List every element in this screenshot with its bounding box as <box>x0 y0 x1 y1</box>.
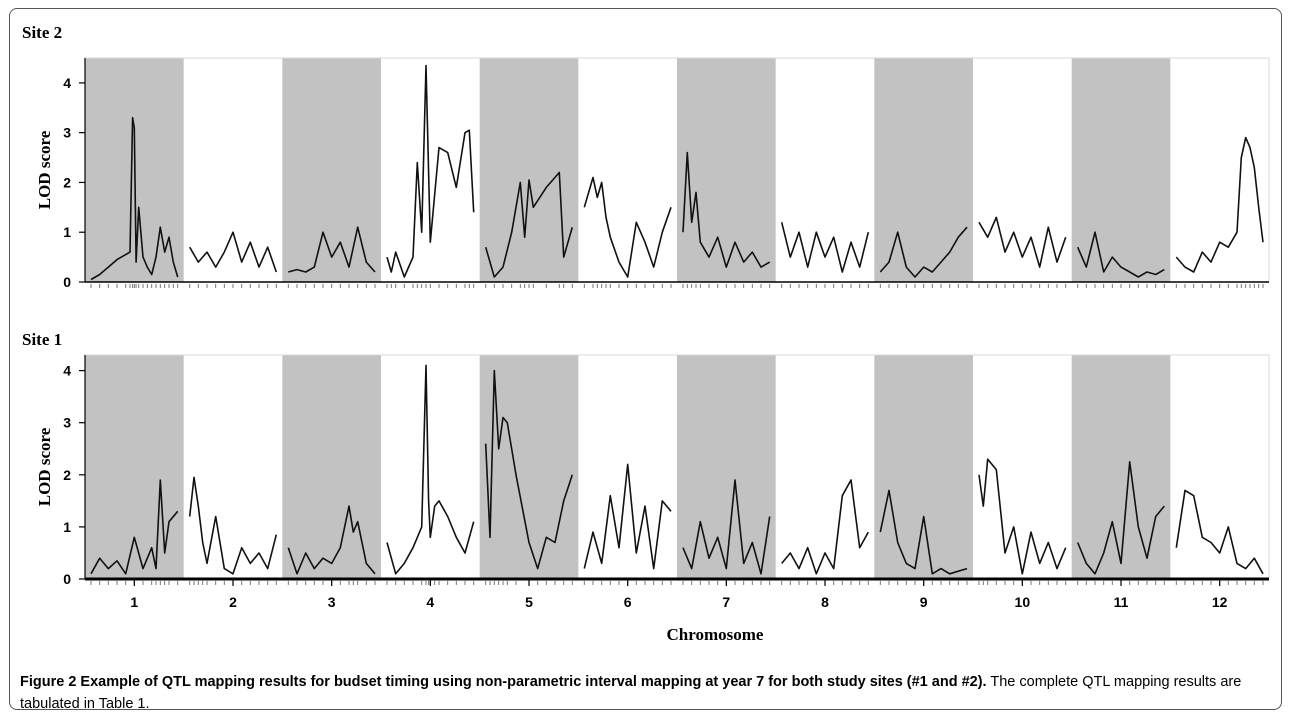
chromosome-label: 11 <box>1114 594 1129 610</box>
chromosome-label: 3 <box>328 594 336 610</box>
chromosome-band <box>1071 355 1171 579</box>
chromosome-label: 6 <box>624 594 632 610</box>
chromosome-label: 2 <box>229 594 237 610</box>
chromosome-label: 5 <box>525 594 533 610</box>
lod-series-line <box>682 479 771 575</box>
y-tick-label: 3 <box>63 415 71 431</box>
chromosome-band <box>1071 58 1171 282</box>
panel-title: Site 2 <box>22 23 62 42</box>
y-tick-label: 4 <box>63 75 71 91</box>
lod-series-line <box>978 216 1067 268</box>
chromosome-label: 7 <box>722 594 730 610</box>
panel-title: Site 1 <box>22 330 62 349</box>
lod-series-line <box>189 231 278 273</box>
chromosome-band <box>479 58 579 282</box>
chromosome-label: 10 <box>1015 594 1031 610</box>
lod-series-line <box>978 458 1067 575</box>
lod-series-line <box>386 364 475 575</box>
panel-site2: Site 2 0 1 2 3 4 LOD score <box>22 23 1270 290</box>
y-tick-label: 0 <box>63 571 71 587</box>
caption-title: Figure 2 Example of QTL mapping results … <box>20 674 987 690</box>
lod-series-line <box>879 489 968 575</box>
lod-series-line <box>1175 136 1264 273</box>
chromosome-label: 1 <box>130 594 138 610</box>
lod-series-line <box>287 505 376 575</box>
lod-series-line <box>1175 489 1264 575</box>
lod-series-line <box>188 476 278 575</box>
y-tick-label: 2 <box>63 467 71 483</box>
chromosome-label: 9 <box>920 594 928 610</box>
lod-series-line <box>682 151 771 268</box>
lod-series-line <box>484 369 574 570</box>
chromosome-band <box>874 58 973 282</box>
y-tick-label: 2 <box>63 174 71 190</box>
chromosome-label: 8 <box>821 594 829 610</box>
chromosome-band <box>677 355 776 579</box>
lod-series-line <box>484 171 574 278</box>
y-tick-label: 0 <box>63 274 71 290</box>
x-axis-label: Chromosome <box>667 625 764 644</box>
lod-series-line <box>90 479 179 575</box>
y-tick-label: 1 <box>63 519 71 535</box>
lod-series-line <box>1076 231 1165 278</box>
caption-text: The complete QTL mapping results are tab… <box>20 674 1242 712</box>
lod-series-line <box>90 116 179 281</box>
chromosome-band <box>282 355 381 579</box>
chromosome-band <box>85 355 184 579</box>
chromosome-label: 4 <box>426 594 434 610</box>
lod-series-line <box>583 463 672 570</box>
lod-series-line <box>583 176 672 278</box>
figure-caption: Figure 2 Example of QTL mapping results … <box>20 671 1270 715</box>
lod-series-line <box>780 222 870 273</box>
y-axis-label: LOD score <box>35 427 54 506</box>
y-tick-label: 4 <box>63 363 71 379</box>
lod-series-line <box>386 64 475 278</box>
lod-series-line <box>288 226 376 273</box>
lod-series-line <box>781 479 870 575</box>
chromosome-band <box>874 355 973 579</box>
y-tick-label: 1 <box>63 224 71 240</box>
chromosome-band <box>282 58 381 282</box>
figure-frame <box>9 8 1282 710</box>
y-tick-label: 3 <box>63 125 71 141</box>
lod-series-line <box>879 226 968 278</box>
chromosome-band <box>677 58 776 282</box>
y-axis-label: LOD score <box>35 130 54 209</box>
chromosome-label: 12 <box>1212 594 1228 610</box>
lod-series-line <box>1076 460 1165 575</box>
